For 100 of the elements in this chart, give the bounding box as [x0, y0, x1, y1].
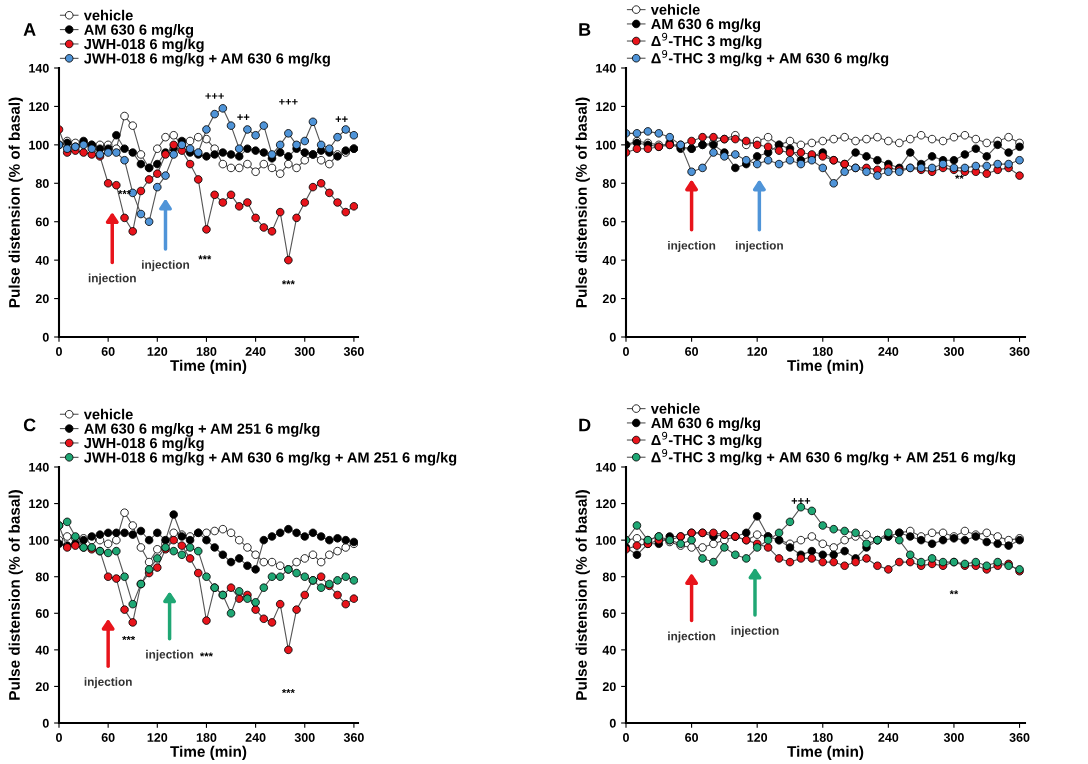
x-tick-label: 240: [878, 347, 899, 356]
y-tick-label: 140: [29, 63, 49, 73]
x-tick-label: 120: [147, 347, 168, 356]
y-tick-label: 0: [42, 718, 49, 728]
y-tick-label: 120: [596, 102, 616, 112]
annotation: **: [955, 174, 964, 179]
x-tick-label: 180: [196, 733, 217, 742]
legend-label: AM 630 6 mg/kg: [651, 18, 761, 33]
y-tick-label: 0: [42, 332, 49, 342]
annotation: ***: [281, 688, 295, 694]
y-tick-label: 40: [602, 645, 616, 655]
x-tick-label: 0: [56, 347, 62, 356]
x-tick-label: 180: [813, 347, 833, 356]
annotation: ***: [198, 255, 212, 260]
x-tick-label: 0: [56, 733, 62, 742]
legend-label: vehicle: [650, 4, 700, 15]
x-tick-label: 180: [813, 733, 833, 742]
legend-label: AM 630 6 mg/kg: [651, 417, 761, 432]
annotation: ***: [281, 280, 295, 285]
y-tick-label: 0: [609, 332, 616, 342]
x-tick-label: 300: [294, 347, 315, 356]
x-tick-label: 240: [878, 733, 899, 742]
x-tick-label: 0: [623, 347, 629, 356]
y-tick-label: 80: [602, 572, 616, 582]
x-tick-label: 120: [747, 733, 768, 742]
y-tick-label: 100: [596, 140, 616, 150]
x-tick-label: 60: [101, 347, 115, 356]
x-axis-title: Time (min): [787, 359, 864, 375]
legend-label: vehicle: [83, 9, 133, 21]
legend-label: Δ$^{9}$-THC 3 mg/kg: [651, 431, 762, 449]
y-axis-title: Pulse distension (% of basal): [575, 97, 590, 308]
y-axis-title: Pulse distension (% of basal): [8, 490, 23, 700]
y-tick-label: 60: [602, 217, 616, 227]
y-tick-label: 60: [602, 609, 616, 618]
legend-label: JWH-018 6 mg/kg + AM 630 6 mg/kg + AM 251 6 mg/kg: [84, 451, 457, 466]
x-axis-title: Time (min): [170, 359, 247, 375]
annotation: ++: [237, 114, 250, 120]
x-tick-label: 60: [685, 733, 699, 742]
annotation: injection: [668, 240, 716, 252]
x-tick-label: 120: [747, 347, 768, 356]
x-tick-label: 120: [147, 733, 168, 742]
y-tick-label: 20: [35, 294, 49, 304]
x-tick-label: 360: [343, 733, 364, 742]
annotation: injection: [735, 240, 783, 252]
x-tick-label: 60: [685, 347, 699, 356]
y-tick-label: 120: [29, 499, 49, 509]
annotation: injection: [84, 677, 132, 689]
legend-label: vehicle: [650, 403, 700, 414]
chart-title: B: [579, 23, 591, 36]
legend-label: AM 630 6 mg/kg: [84, 24, 194, 38]
x-tick-label: 300: [943, 347, 964, 356]
annotation: injection: [146, 649, 194, 661]
annotation: injection: [668, 631, 716, 643]
x-tick-label: 360: [343, 347, 364, 356]
y-tick-label: 20: [35, 682, 49, 692]
annotation: injection: [731, 626, 779, 638]
x-axis-title: Time (min): [170, 745, 247, 761]
annotation: ***: [122, 635, 136, 641]
x-tick-label: 60: [101, 733, 115, 742]
y-axis-title: Pulse distension (% of basal): [8, 97, 23, 308]
y-tick-label: 80: [35, 572, 49, 582]
annotation: +++: [791, 498, 811, 504]
y-tick-label: 140: [29, 462, 49, 472]
annotation: ++: [335, 116, 348, 122]
x-tick-label: 240: [245, 733, 266, 742]
legend-label: JWH-018 6 mg/kg + AM 630 6 mg/kg: [84, 52, 330, 67]
y-tick-label: 60: [35, 217, 49, 227]
x-tick-label: 180: [196, 347, 217, 356]
y-tick-label: 0: [609, 718, 616, 728]
y-tick-label: 100: [596, 535, 616, 545]
chart-title: C: [23, 418, 36, 432]
y-tick-label: 100: [29, 535, 49, 545]
y-tick-label: 40: [35, 255, 49, 265]
legend-label: vehicle: [83, 408, 133, 420]
x-tick-label: 360: [1009, 733, 1030, 742]
annotation: injection: [88, 273, 136, 285]
y-tick-label: 80: [35, 179, 49, 188]
x-tick-label: 240: [245, 347, 266, 356]
y-tick-label: 120: [29, 102, 49, 112]
legend-label: JWH-018 6 mg/kg: [84, 38, 204, 53]
legend-label: AM 630 6 mg/kg + AM 251 6 mg/kg: [84, 423, 320, 437]
legend-label: Δ$^{9}$-THC 3 mg/kg: [651, 32, 762, 50]
legend-label: Δ$^{9}$-THC 3 mg/kg + AM 630 6 mg/kg: [651, 50, 889, 67]
x-tick-label: 360: [1009, 347, 1030, 356]
x-tick-label: 300: [294, 733, 315, 742]
annotation: ***: [200, 652, 213, 657]
x-tick-label: 300: [943, 733, 964, 742]
annotation: injection: [142, 260, 190, 272]
y-tick-label: 80: [602, 179, 616, 188]
y-tick-label: 140: [596, 63, 616, 73]
chart-title: A: [23, 23, 36, 36]
y-tick-label: 40: [35, 645, 49, 655]
chart-title: D: [579, 418, 591, 432]
y-tick-label: 60: [35, 609, 49, 618]
y-tick-label: 40: [602, 255, 616, 265]
y-tick-label: 120: [596, 499, 616, 509]
y-tick-label: 20: [602, 682, 616, 692]
legend-label: JWH-018 6 mg/kg: [84, 437, 204, 452]
x-tick-label: 0: [623, 733, 629, 742]
y-tick-label: 100: [29, 140, 49, 150]
